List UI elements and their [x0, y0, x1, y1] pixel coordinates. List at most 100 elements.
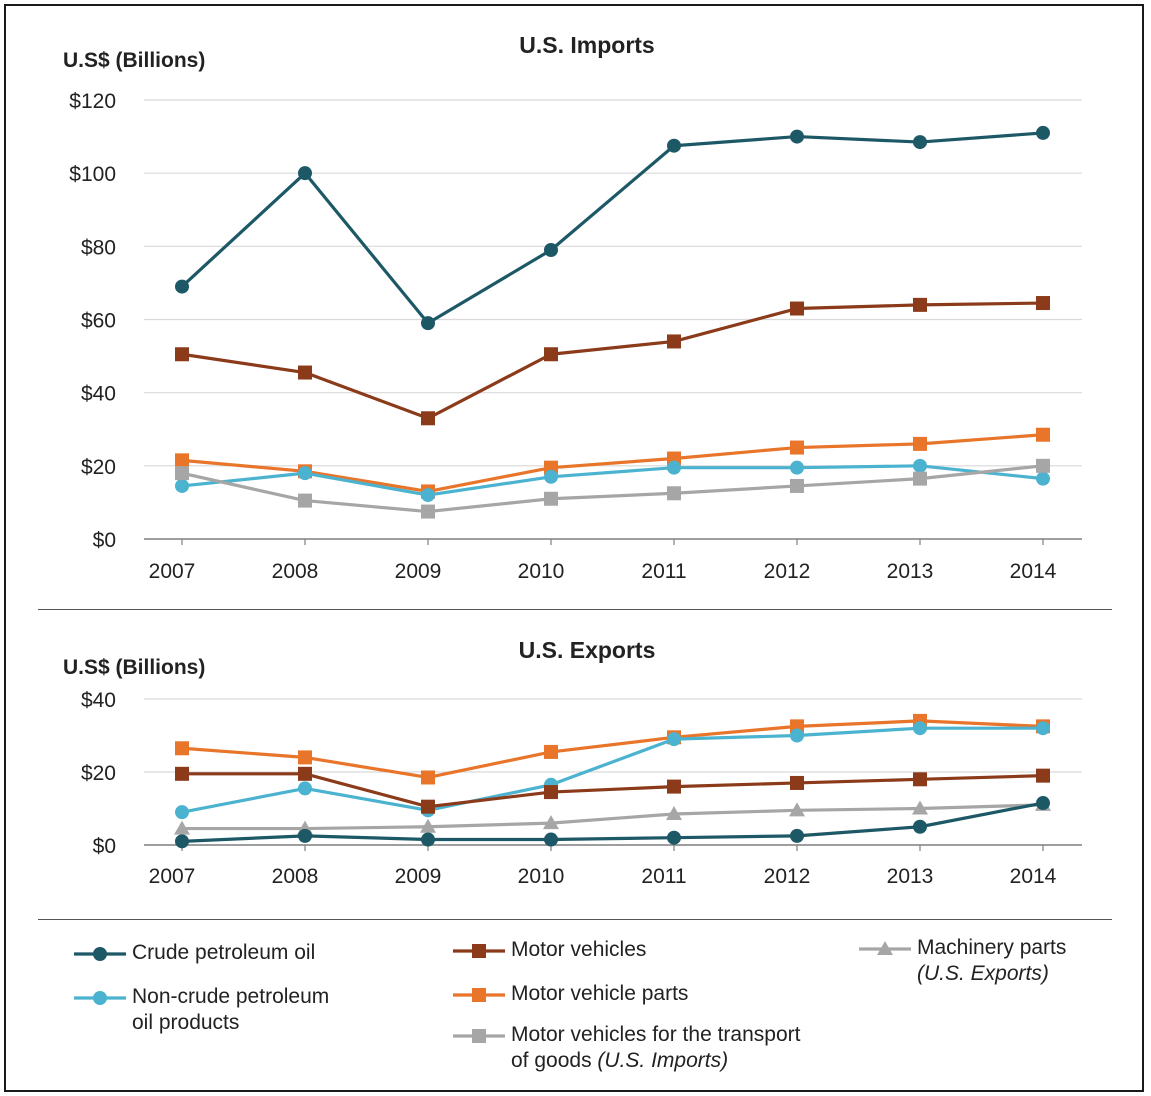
exports-point-non-crude-petroleum-oil-products: [667, 732, 681, 746]
exports-point-motor-vehicle-parts: [421, 770, 435, 784]
exports-x-tick-label: 2012: [764, 865, 811, 888]
imports-series-line-crude-petroleum-oil: [182, 133, 1043, 323]
legend-swatch-machinery-parts: [857, 937, 913, 961]
legend-label-line2: of goods: [511, 1049, 592, 1072]
imports-point-non-crude-petroleum-oil-products: [421, 488, 435, 502]
imports-y-tick-label: $120: [69, 90, 116, 113]
imports-point-crude-petroleum-oil: [913, 135, 927, 149]
imports-y-tick-label: $100: [69, 163, 116, 186]
exports-point-crude-petroleum-oil: [913, 820, 927, 834]
exports-point-non-crude-petroleum-oil-products: [175, 805, 189, 819]
imports-x-tick-label: 2010: [518, 560, 565, 583]
imports-plot: $0 $20 $40 $60 $80 $100 $120 2007 2008 2009 2010 20…: [69, 90, 1082, 583]
legend-label-non-crude-petroleum: Non-crude petroleum oil products: [132, 984, 329, 1036]
exports-x-tick-label: 2008: [272, 865, 319, 888]
exports-point-non-crude-petroleum-oil-products: [790, 729, 804, 743]
exports-point-motor-vehicles: [667, 780, 681, 794]
imports-x-tick-label: 2009: [395, 560, 442, 583]
imports-point-crude-petroleum-oil: [175, 280, 189, 294]
exports-point-crude-petroleum-oil: [1036, 796, 1050, 810]
imports-point-motor-vehicles-for-the-transport-of-goods: [421, 505, 435, 519]
legend-label-note: (U.S. Imports): [597, 1049, 728, 1072]
exports-y-tick-label: $0: [93, 835, 116, 858]
exports-point-crude-petroleum-oil: [544, 833, 558, 847]
legend-label-motor-vehicle-parts: Motor vehicle parts: [511, 981, 688, 1007]
legend-swatch-marker: [472, 944, 486, 958]
exports-point-motor-vehicles: [790, 776, 804, 790]
legend-label-note: (U.S. Exports): [917, 962, 1049, 985]
imports-point-motor-vehicles: [175, 347, 189, 361]
imports-x-tick-label: 2011: [641, 560, 686, 583]
imports-point-motor-vehicles-for-the-transport-of-goods: [667, 486, 681, 500]
imports-point-motor-vehicles: [298, 366, 312, 380]
legend-label-machinery-parts: Machinery parts (U.S. Exports): [917, 935, 1066, 987]
imports-point-motor-vehicles: [913, 298, 927, 312]
legend-label-motor-vehicles: Motor vehicles: [511, 937, 646, 963]
imports-y-tick-label: $20: [81, 456, 116, 479]
exports-x-tick-label: 2009: [395, 865, 442, 888]
imports-point-non-crude-petroleum-oil-products: [1036, 472, 1050, 486]
legend-label-line2: oil products: [132, 1011, 239, 1034]
imports-point-crude-petroleum-oil: [1036, 126, 1050, 140]
imports-point-motor-vehicles-for-the-transport-of-goods: [298, 494, 312, 508]
imports-point-non-crude-petroleum-oil-products: [790, 461, 804, 475]
legend-swatch-motor-vehicles: [451, 939, 507, 963]
imports-point-crude-petroleum-oil: [421, 316, 435, 330]
imports-point-non-crude-petroleum-oil-products: [913, 459, 927, 473]
exports-point-motor-vehicles: [421, 800, 435, 814]
exports-point-motor-vehicle-parts: [175, 741, 189, 755]
exports-point-motor-vehicle-parts: [298, 750, 312, 764]
imports-point-motor-vehicles-for-the-transport-of-goods: [913, 472, 927, 486]
imports-point-motor-vehicles: [1036, 296, 1050, 310]
exports-point-motor-vehicles: [1036, 769, 1050, 783]
exports-point-crude-petroleum-oil: [298, 829, 312, 843]
imports-point-motor-vehicle-parts: [1036, 428, 1050, 442]
exports-point-motor-vehicles: [298, 767, 312, 781]
imports-point-motor-vehicles: [790, 302, 804, 316]
imports-point-crude-petroleum-oil: [667, 139, 681, 153]
imports-point-motor-vehicle-parts: [790, 441, 804, 455]
imports-y-tick-label: $60: [81, 310, 116, 333]
exports-x-tick-label: 2007: [149, 865, 196, 888]
exports-point-crude-petroleum-oil: [175, 834, 189, 848]
exports-y-tick-label: $40: [81, 689, 116, 712]
imports-point-crude-petroleum-oil: [790, 130, 804, 144]
imports-point-motor-vehicles: [421, 411, 435, 425]
exports-point-crude-petroleum-oil: [421, 833, 435, 847]
exports-point-motor-vehicles: [913, 772, 927, 786]
imports-point-crude-petroleum-oil: [298, 166, 312, 180]
exports-y-tick-label: $20: [81, 762, 116, 785]
imports-y-tick-label: $40: [81, 383, 116, 406]
imports-y-tick-label: $0: [93, 529, 116, 552]
imports-x-tick-label: 2012: [764, 560, 811, 583]
exports-point-crude-petroleum-oil: [667, 831, 681, 845]
imports-point-non-crude-petroleum-oil-products: [667, 461, 681, 475]
imports-point-non-crude-petroleum-oil-products: [544, 470, 558, 484]
legend-label-motor-vehicles-transport: Motor vehicles for the transport of good…: [511, 1022, 800, 1074]
legend-swatch-motor-vehicles-transport: [451, 1024, 507, 1048]
exports-point-motor-vehicles: [544, 785, 558, 799]
imports-point-motor-vehicles-for-the-transport-of-goods: [790, 479, 804, 493]
exports-point-non-crude-petroleum-oil-products: [1036, 721, 1050, 735]
imports-y-tick-label: $80: [81, 236, 116, 259]
legend-swatch-non-crude-petroleum: [72, 986, 128, 1010]
legend-label-line1: Non-crude petroleum: [132, 985, 329, 1008]
imports-point-motor-vehicles: [667, 334, 681, 348]
imports-x-tick-label: 2013: [887, 560, 934, 583]
imports-point-motor-vehicles-for-the-transport-of-goods: [1036, 459, 1050, 473]
imports-x-tick-label: 2014: [1010, 560, 1057, 583]
imports-point-non-crude-petroleum-oil-products: [298, 466, 312, 480]
exports-point-motor-vehicles: [175, 767, 189, 781]
imports-x-tick-label: 2007: [149, 560, 196, 583]
imports-point-motor-vehicles: [544, 347, 558, 361]
legend-swatch-crude-petroleum-oil: [72, 942, 128, 966]
exports-point-crude-petroleum-oil: [790, 829, 804, 843]
imports-point-motor-vehicles-for-the-transport-of-goods: [544, 492, 558, 506]
legend-label-line1: Motor vehicles for the transport: [511, 1023, 800, 1046]
imports-series-motor-vehicles: [175, 296, 1050, 425]
legend-swatch-marker: [472, 988, 486, 1002]
legend-swatch-motor-vehicle-parts: [451, 983, 507, 1007]
legend-swatch-marker: [93, 991, 107, 1005]
exports-x-tick-label: 2010: [518, 865, 565, 888]
